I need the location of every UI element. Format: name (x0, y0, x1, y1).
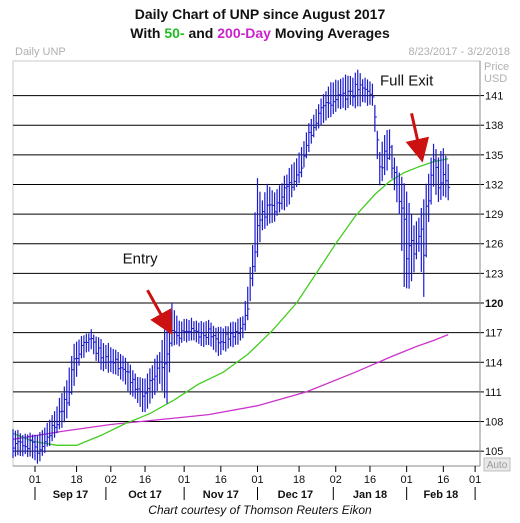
ma50-line (12, 158, 449, 446)
plot-frame (12, 60, 481, 467)
x-tick-label: 01 (251, 474, 263, 486)
annotation-arrow (405, 113, 430, 163)
chart-title: Daily Chart of UNP since August 2017 (134, 6, 386, 22)
y-tick-label: 120 (485, 298, 503, 310)
month-label: Sep 17 (53, 489, 88, 501)
subtitle-prefix: With (130, 25, 165, 41)
y-tick-label: 132 (485, 179, 503, 191)
y-tick-label: 108 (485, 417, 503, 429)
x-tick-label: 16 (364, 474, 376, 486)
subtitle-middle: and (184, 25, 218, 41)
y-tick-label: 111 (485, 387, 502, 399)
x-tick-label: 01 (178, 474, 190, 486)
price-bars-layer (12, 69, 451, 464)
x-tick-label: 16 (215, 474, 227, 486)
x-tick-label: 01 (401, 474, 413, 486)
y-tick-label: 138 (485, 120, 503, 132)
annotation-layer: Entry Full Exit (123, 73, 434, 335)
x-tick-label: 18 (293, 474, 305, 486)
ma200-line (12, 333, 449, 440)
annotation-label: Full Exit (380, 73, 434, 90)
y-tick-label: 105 (485, 446, 503, 458)
annotation-arrow (146, 289, 173, 335)
subtitle-200-day: 200-Day (217, 25, 271, 41)
month-label: Dec 17 (278, 489, 313, 501)
subtitle-suffix: Moving Averages (270, 25, 390, 41)
annotation-label: Entry (123, 251, 159, 268)
x-tick-label: 18 (70, 474, 82, 486)
date-range-label: 8/23/2017 - 3/2/2018 (408, 46, 510, 58)
y-tick-label: 114 (485, 357, 503, 369)
x-tick-label: 01 (29, 474, 41, 486)
chart-credit: Chart courtesy of Thomson Reuters Eikon (148, 503, 372, 517)
y-unit-label: USD (484, 73, 507, 85)
y-tick-label: 141 (485, 91, 503, 103)
x-tick-label: 01 (469, 474, 481, 486)
month-label: Nov 17 (203, 489, 239, 501)
moving-average-layer (12, 158, 449, 446)
symbol-label: Daily UNP (15, 46, 66, 58)
auto-badge[interactable] (483, 457, 511, 472)
grid-layer (12, 60, 481, 467)
y-tick-label: 117 (485, 328, 503, 340)
y-tick-label: 135 (485, 150, 503, 162)
month-label: Jan 18 (353, 489, 387, 501)
y-tick-label: 126 (485, 239, 503, 251)
subtitle-50-day: 50- (164, 25, 185, 41)
month-label: Feb 18 (423, 489, 458, 501)
y-tick-label: 123 (485, 268, 503, 280)
y-tick-label: 129 (485, 209, 503, 221)
x-tick-label: 02 (330, 474, 342, 486)
x-tick-label: 02 (105, 474, 117, 486)
month-label: Oct 17 (128, 489, 162, 501)
chart-subtitle: With 50- and 200-Day Moving Averages (0, 25, 520, 41)
auto-badge-label: Auto (487, 460, 508, 471)
x-tick-label: 16 (139, 474, 151, 486)
y-unit-label: Price (484, 61, 509, 73)
x-tick-label: 16 (437, 474, 449, 486)
